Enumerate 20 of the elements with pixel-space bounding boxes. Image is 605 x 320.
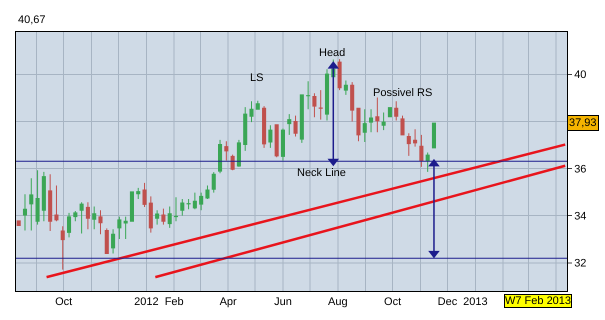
annotation: Possivel RS (373, 87, 432, 99)
x-tick-label: Feb (164, 296, 184, 308)
x-tick-label: Aug (328, 296, 348, 308)
x-tick-label: 2013 (463, 296, 488, 308)
text: W7 Feb 2013 (505, 295, 572, 307)
x-tick-label: Oct (384, 296, 402, 308)
y-tick-label: 36 (574, 163, 586, 176)
annotation: LS (250, 72, 264, 84)
annotation: Head (319, 47, 346, 59)
text: 40,67 (18, 14, 46, 26)
x-tick-label: Jun (274, 296, 292, 308)
x-tick-label: Dec (438, 296, 458, 308)
ref-line-label: Neck Line (297, 167, 346, 179)
x-tick-label: Apr (220, 296, 238, 308)
y-tick-label: 32 (574, 258, 586, 270)
y-tick-label: 34 (574, 210, 586, 222)
y-tick-label: 40 (574, 69, 586, 82)
x-tick-label: 2012 (134, 296, 159, 308)
x-tick-label: Oct (55, 296, 72, 308)
annotation: 37,93 (569, 117, 597, 129)
